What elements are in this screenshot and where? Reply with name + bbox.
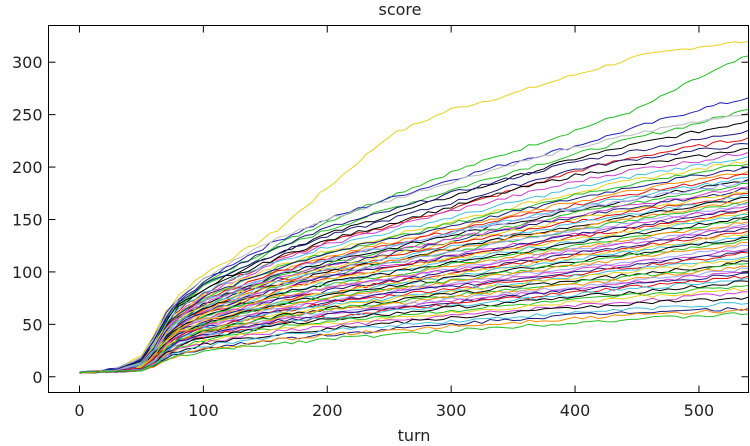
series-line-36 — [79, 215, 749, 374]
series-line-8 — [79, 137, 749, 374]
y-tick-label: 200 — [12, 158, 43, 177]
series-line-15 — [79, 166, 749, 374]
series-line-26 — [79, 194, 749, 374]
series-line-59 — [79, 272, 749, 374]
series-line-3 — [79, 97, 749, 373]
series-line-22 — [79, 186, 749, 374]
series-line-6 — [79, 120, 749, 373]
series-line-21 — [79, 182, 749, 374]
x-tick-label: 300 — [436, 401, 467, 420]
series-line-62 — [79, 280, 749, 374]
series-line-32 — [79, 207, 749, 374]
x-axis-title: turn — [398, 426, 431, 445]
y-tick-label: 250 — [12, 106, 43, 125]
series-line-5 — [79, 112, 749, 374]
series-line-14 — [79, 163, 749, 374]
series-line-51 — [79, 251, 749, 374]
series-line-1 — [79, 40, 749, 374]
x-tick-label: 400 — [560, 401, 591, 420]
y-tick-label: 50 — [22, 315, 42, 334]
series-line-67 — [79, 302, 749, 374]
series-line-11 — [79, 151, 749, 373]
plot-frame — [48, 25, 749, 393]
series-line-9 — [79, 142, 749, 374]
series-line-50 — [79, 250, 749, 374]
series-line-24 — [79, 190, 749, 374]
series-line-69 — [79, 308, 749, 374]
series-layer — [79, 40, 749, 374]
series-line-49 — [79, 248, 749, 373]
chart-title: score — [379, 0, 422, 19]
series-line-4 — [79, 108, 749, 374]
series-line-7 — [79, 129, 749, 374]
series-line-10 — [79, 147, 749, 373]
series-line-31 — [79, 205, 749, 374]
x-tick-label: 100 — [188, 401, 219, 420]
y-tick-label: 300 — [12, 53, 43, 72]
series-line-66 — [79, 296, 749, 374]
y-tick-label: 0 — [32, 368, 42, 387]
series-line-70 — [79, 312, 749, 374]
series-line-43 — [79, 232, 749, 373]
series-line-30 — [79, 203, 749, 373]
x-tick-label: 0 — [74, 401, 84, 420]
series-line-64 — [79, 287, 749, 374]
x-tick-label: 500 — [684, 401, 715, 420]
series-line-61 — [79, 277, 749, 374]
y-tick-label: 100 — [12, 263, 43, 282]
series-line-12 — [79, 156, 749, 374]
series-line-40 — [79, 225, 749, 374]
axis-layer: 0 100 200 300 400 500 0 50 100 150 200 250 300 — [12, 25, 749, 420]
series-line-20 — [79, 181, 749, 373]
y-tick-label: 150 — [12, 210, 43, 229]
x-tick-label: 200 — [312, 401, 343, 420]
